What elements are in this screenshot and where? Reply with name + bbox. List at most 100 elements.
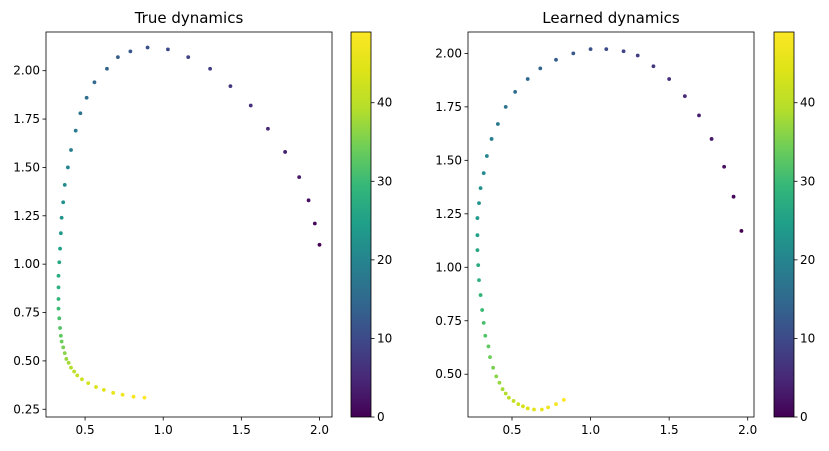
data-point xyxy=(651,64,656,69)
data-point xyxy=(56,285,61,290)
plot-frame xyxy=(467,31,755,418)
data-point xyxy=(483,333,488,338)
data-point xyxy=(142,395,147,400)
data-point xyxy=(538,66,543,71)
data-point xyxy=(604,47,609,52)
data-point xyxy=(61,345,66,350)
data-point xyxy=(506,395,511,400)
data-point xyxy=(539,407,544,412)
data-point xyxy=(475,216,480,220)
y-tick-label: 0.25 xyxy=(13,402,40,416)
data-point xyxy=(72,369,77,374)
data-point xyxy=(475,233,480,238)
x-tick-label: 1.0 xyxy=(581,423,600,437)
data-point xyxy=(56,306,61,311)
data-point xyxy=(554,402,558,407)
data-point xyxy=(297,175,302,180)
data-point xyxy=(58,246,62,251)
y-tick-label: 1.50 xyxy=(435,153,462,167)
y-tick-label: 0.75 xyxy=(13,306,40,320)
data-point xyxy=(101,388,106,392)
data-point xyxy=(75,373,80,378)
data-point xyxy=(84,95,89,100)
data-point xyxy=(80,377,84,382)
data-point xyxy=(306,198,311,203)
y-tick-label: 1.75 xyxy=(13,112,40,126)
y-tick-label: 1.00 xyxy=(435,260,462,274)
y-tick-label: 1.25 xyxy=(435,207,462,221)
data-point xyxy=(480,308,485,312)
data-point xyxy=(489,137,494,141)
y-tick-label: 0.75 xyxy=(435,314,462,328)
data-point xyxy=(317,242,322,247)
data-point xyxy=(476,263,481,268)
chart-title: True dynamics xyxy=(134,9,244,27)
data-point xyxy=(312,221,317,226)
data-point xyxy=(488,355,492,360)
colorbar-tick-label: 40 xyxy=(800,96,815,110)
data-point xyxy=(62,351,67,356)
true-dynamics-panel: True dynamics 0.5 1.0 1.5 2.0 0.25 0.50 0.75 1.0… xyxy=(13,9,392,437)
data-point xyxy=(58,231,63,236)
data-point xyxy=(248,103,253,108)
data-point xyxy=(525,406,530,411)
y-tick-label: 1.75 xyxy=(435,100,462,114)
data-point xyxy=(56,273,61,278)
data-point xyxy=(73,128,78,133)
data-point xyxy=(57,260,62,265)
y-tick-label: 0.50 xyxy=(13,354,40,368)
data-point xyxy=(86,381,91,386)
data-point xyxy=(478,186,483,191)
data-point xyxy=(739,229,744,233)
data-point xyxy=(477,278,481,283)
data-point xyxy=(481,171,486,176)
data-point xyxy=(61,200,66,205)
colorbar-tick-label: 10 xyxy=(377,331,392,345)
chart-title: Learned dynamics xyxy=(542,9,680,27)
data-point xyxy=(64,357,69,361)
x-tick-label: 1.5 xyxy=(660,423,679,437)
data-point xyxy=(731,194,736,199)
data-point xyxy=(635,53,640,58)
data-point xyxy=(57,316,62,321)
data-point xyxy=(131,394,136,399)
colorbar-gradient xyxy=(774,32,794,417)
data-point xyxy=(682,94,687,99)
colorbar-tick-label: 40 xyxy=(377,96,392,110)
data-point xyxy=(92,80,97,85)
y-tick-label: 0.50 xyxy=(435,367,462,381)
x-tick-label: 0.5 xyxy=(502,423,521,437)
data-point xyxy=(186,55,191,60)
data-point xyxy=(521,404,525,409)
x-tick-label: 2.0 xyxy=(310,423,329,437)
data-point xyxy=(65,165,70,170)
y-tick-label: 2.00 xyxy=(435,46,462,60)
data-point xyxy=(120,392,125,397)
data-point xyxy=(115,55,120,60)
data-point xyxy=(495,122,500,126)
data-point xyxy=(208,66,213,71)
learned-dynamics-panel: Learned dynamics 0.5 1.0 1.5 2.0 0.50 0.75 1.00… xyxy=(435,9,815,437)
data-point xyxy=(481,320,486,325)
data-point xyxy=(525,77,530,81)
y-tick-label: 1.50 xyxy=(13,160,40,174)
data-point xyxy=(621,49,626,54)
data-point xyxy=(478,293,483,297)
data-point xyxy=(69,365,73,370)
data-point xyxy=(503,391,508,396)
data-point xyxy=(503,104,508,109)
data-point xyxy=(78,111,83,116)
data-point xyxy=(228,84,233,89)
y-tick-label: 2.00 xyxy=(13,64,40,78)
x-tick-label: 0.5 xyxy=(76,423,95,437)
data-point xyxy=(697,113,701,118)
data-point xyxy=(475,248,480,253)
data-point xyxy=(166,47,170,52)
data-point xyxy=(516,402,521,407)
data-point xyxy=(484,154,489,158)
data-point xyxy=(145,45,150,50)
colorbar-tick-label: 30 xyxy=(377,174,392,188)
data-point xyxy=(497,380,502,385)
data-point xyxy=(709,137,714,141)
